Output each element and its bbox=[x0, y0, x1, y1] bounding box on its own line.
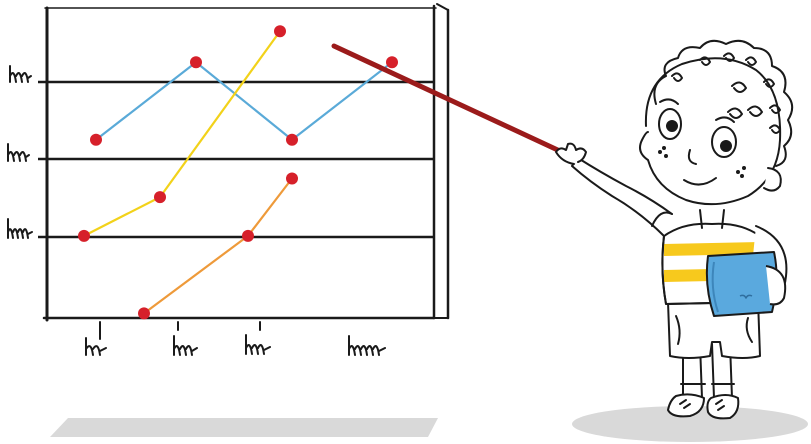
book-icon bbox=[705, 251, 787, 317]
y-tick-label bbox=[7, 143, 30, 162]
series-line-yellow bbox=[83, 30, 281, 237]
x-tick-label bbox=[245, 321, 271, 355]
board-depth-top bbox=[436, 3, 449, 11]
data-point-blue bbox=[386, 56, 398, 69]
chart-points bbox=[78, 25, 398, 320]
chart-series bbox=[83, 30, 393, 315]
data-point-blue bbox=[286, 133, 298, 146]
data-point-yellow bbox=[274, 25, 286, 38]
series-line-blue bbox=[95, 61, 393, 141]
data-point-yellow bbox=[78, 229, 90, 242]
data-point-blue bbox=[190, 56, 202, 69]
series-line-orange bbox=[143, 177, 293, 315]
x-tick-label bbox=[85, 321, 107, 356]
x-tick-label bbox=[348, 335, 386, 356]
data-point-orange bbox=[286, 172, 298, 185]
y-tick-labels bbox=[7, 65, 33, 239]
board-shadow bbox=[50, 418, 438, 437]
pointer-stick-icon bbox=[331, 43, 565, 155]
cartoon-boy-icon bbox=[555, 39, 794, 420]
x-tick-label bbox=[173, 321, 198, 356]
data-point-blue bbox=[90, 133, 102, 146]
y-tick-label bbox=[9, 65, 32, 83]
chart-board bbox=[42, 3, 450, 322]
boy-shadow bbox=[572, 406, 808, 442]
data-point-yellow bbox=[154, 191, 166, 204]
data-point-orange bbox=[242, 229, 254, 242]
gridlines bbox=[38, 80, 434, 239]
x-tick-labels bbox=[85, 321, 386, 356]
y-tick-label bbox=[7, 218, 33, 239]
data-point-orange bbox=[138, 307, 150, 320]
